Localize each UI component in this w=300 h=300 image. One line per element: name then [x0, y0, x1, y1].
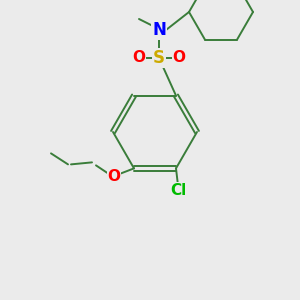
Text: O: O: [133, 50, 146, 65]
Text: N: N: [152, 21, 166, 39]
Text: O: O: [172, 50, 185, 65]
Text: S: S: [153, 49, 165, 67]
Text: O: O: [107, 169, 121, 184]
Text: Cl: Cl: [170, 183, 186, 198]
